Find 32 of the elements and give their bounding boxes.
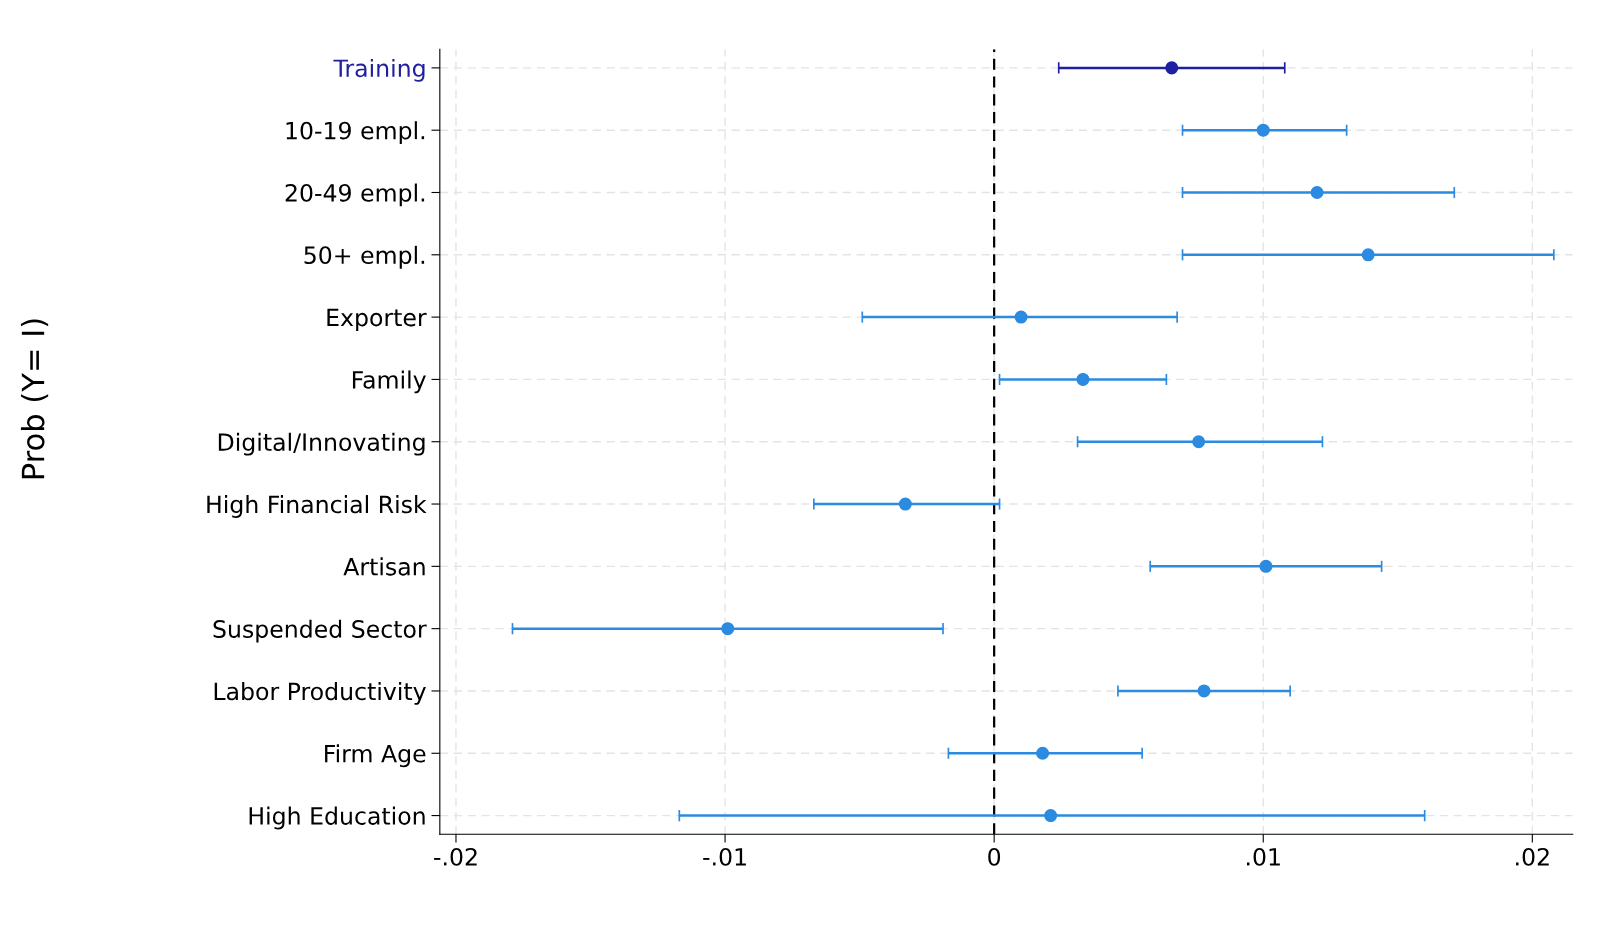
point	[1310, 185, 1324, 199]
y-tick-label: Digital/Innovating	[218, 432, 425, 456]
x-tick-label: -.02	[434, 847, 477, 866]
point	[1036, 746, 1050, 760]
point	[1165, 61, 1179, 75]
y-tick-label: 10-19 empl.	[286, 121, 425, 145]
y-tick-label: Suspended Sector	[213, 619, 427, 643]
x-tick-label: 0	[988, 847, 1001, 866]
point	[1361, 248, 1375, 262]
y-tick-label: Exporter	[327, 308, 427, 331]
point	[1256, 123, 1270, 137]
point	[1259, 559, 1273, 573]
y-tick-label: Labor Productivity	[214, 681, 426, 705]
text: Prob (Y= I)	[20, 319, 49, 479]
y-tick-label: High Education	[249, 806, 425, 830]
x-tick-label: .01	[1246, 847, 1280, 866]
y-tick-label: High Financial Risk	[207, 495, 427, 518]
y-tick-label: Family	[352, 370, 426, 394]
point	[1014, 310, 1028, 324]
point	[1197, 684, 1211, 698]
y-tick-label: Training	[333, 58, 425, 82]
point	[1076, 372, 1090, 386]
x-tick-label: -.01	[703, 847, 746, 866]
point	[721, 622, 735, 636]
y-tick-label: Artisan	[343, 557, 425, 576]
x-tick-label: .02	[1516, 847, 1549, 866]
point	[1192, 435, 1206, 449]
point	[1044, 809, 1058, 823]
y-tick-label: Firm Age	[325, 744, 426, 768]
point	[898, 497, 912, 511]
y-tick-label: 20-49 empl.	[285, 183, 425, 207]
y-tick-label: 50+ empl.	[304, 245, 425, 269]
